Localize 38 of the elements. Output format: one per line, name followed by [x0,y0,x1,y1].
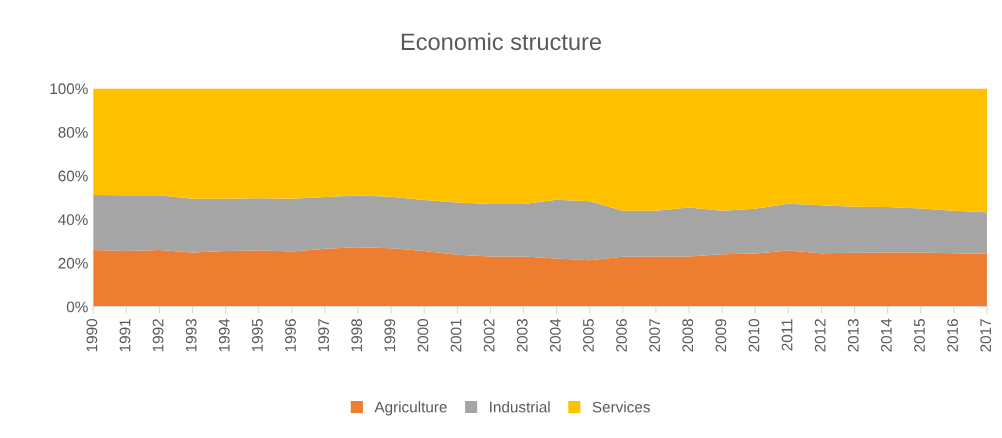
y-tick-label: 60% [58,170,88,182]
y-tick-label: 100% [50,83,88,95]
x-tick-label: 2016 [947,319,958,352]
x-tick-label: 2015 [914,319,925,352]
x-tick-label: 2005 [583,319,594,352]
legend-label: Services [592,401,650,413]
x-tick-label: 2008 [682,319,694,352]
x-tick-label: 1996 [285,319,296,352]
x-tick-label: 2003 [516,319,528,352]
x-tick-label: 1997 [318,319,330,352]
x-tick-label: 1990 [86,319,98,352]
y-tick-label: 80% [58,126,88,138]
x-tick-label: 2000 [417,319,429,352]
x-tick-label: 2006 [616,319,627,352]
x-tick-label: 1991 [119,319,131,352]
y-tick-label: 20% [58,257,88,269]
x-tick-label: 2012 [814,319,826,352]
x-tick-label: 2013 [847,319,859,352]
x-tick-label: 2004 [549,318,561,352]
x-tick-label: 1993 [185,319,197,352]
x-tick-label: 1994 [218,318,230,352]
x-tick-label: 2011 [781,319,793,351]
x-tick-label: 2014 [880,318,892,352]
x-tick-label: 2009 [715,319,727,352]
x-tick-label: 2007 [649,319,661,352]
legend-label: Agriculture [374,401,447,416]
x-tick-label: 1992 [152,319,164,352]
x-tick-label: 2017 [980,319,992,352]
y-tick-label: 0% [66,301,88,313]
x-tick-label: 1999 [384,319,396,352]
x-tick-label: 2002 [483,319,495,352]
x-tick-label: 2001 [450,319,462,352]
chart-title: Economic structure [401,32,601,51]
y-tick-label: 40% [58,214,88,226]
x-tick-label: 2010 [748,319,760,352]
x-tick-label: 1998 [351,319,363,352]
legend-label: Industrial [490,401,550,413]
x-tick-label: 1995 [251,319,263,352]
